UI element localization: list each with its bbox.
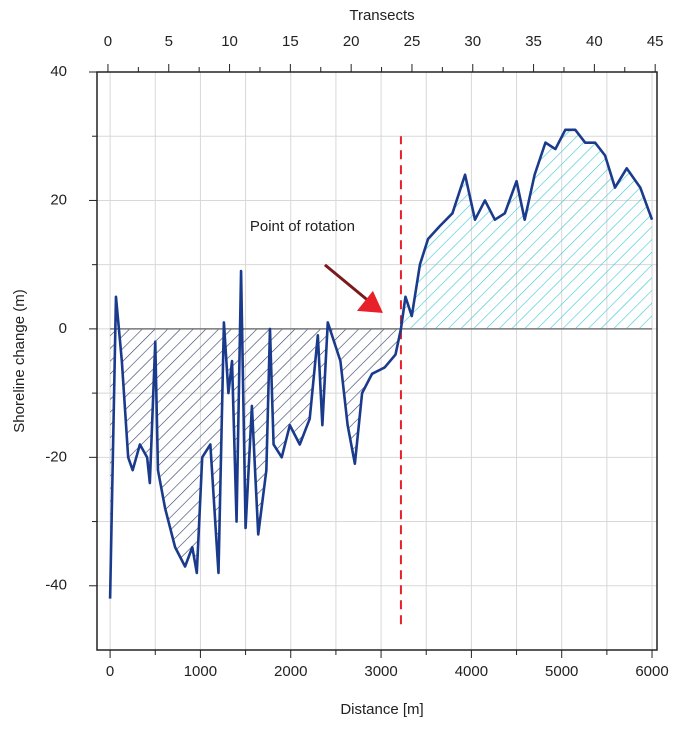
annotation: Point of rotation — [250, 218, 355, 235]
annotation-arrow-head — [356, 290, 383, 313]
x-tick-label: 3000 — [364, 663, 397, 680]
x-tick-label: 2000 — [274, 663, 307, 680]
y-axis-label: Shoreline change (m) — [11, 289, 28, 432]
plot-frame — [96, 71, 658, 651]
x2-tick-label: 5 — [165, 33, 173, 50]
x2-tick-label: 30 — [464, 33, 481, 50]
x2-tick-label: 10 — [221, 33, 238, 50]
x-tick-label: 4000 — [455, 663, 488, 680]
area-positive — [115, 129, 653, 329]
x2-tick-label: 35 — [525, 33, 542, 50]
annotation-arrow-shaft — [323, 263, 372, 305]
data-line — [108, 128, 654, 599]
x2-tick-label: 40 — [586, 33, 603, 50]
x-tick-label: 0 — [106, 663, 114, 680]
x2-tick-label: 45 — [647, 33, 664, 50]
y-tick-label: -20 — [45, 448, 67, 465]
x2-tick-label: 25 — [404, 33, 421, 50]
x-tick-label: 5000 — [545, 663, 578, 680]
x2-tick-label: 0 — [104, 33, 112, 50]
x-axis-label: Distance [m] — [340, 701, 423, 718]
y-tick-label: -40 — [45, 577, 67, 594]
x2-tick-label: 20 — [343, 33, 360, 50]
x-tick-label: 1000 — [184, 663, 217, 680]
area-negative — [110, 328, 653, 599]
x2-tick-label: 15 — [282, 33, 299, 50]
y-tick-label: 20 — [50, 191, 67, 208]
y-tick-label: 40 — [50, 63, 67, 80]
x2-axis-label: Transects — [349, 7, 414, 24]
x-tick-label: 6000 — [635, 663, 668, 680]
y-tick-label: 0 — [59, 320, 67, 337]
